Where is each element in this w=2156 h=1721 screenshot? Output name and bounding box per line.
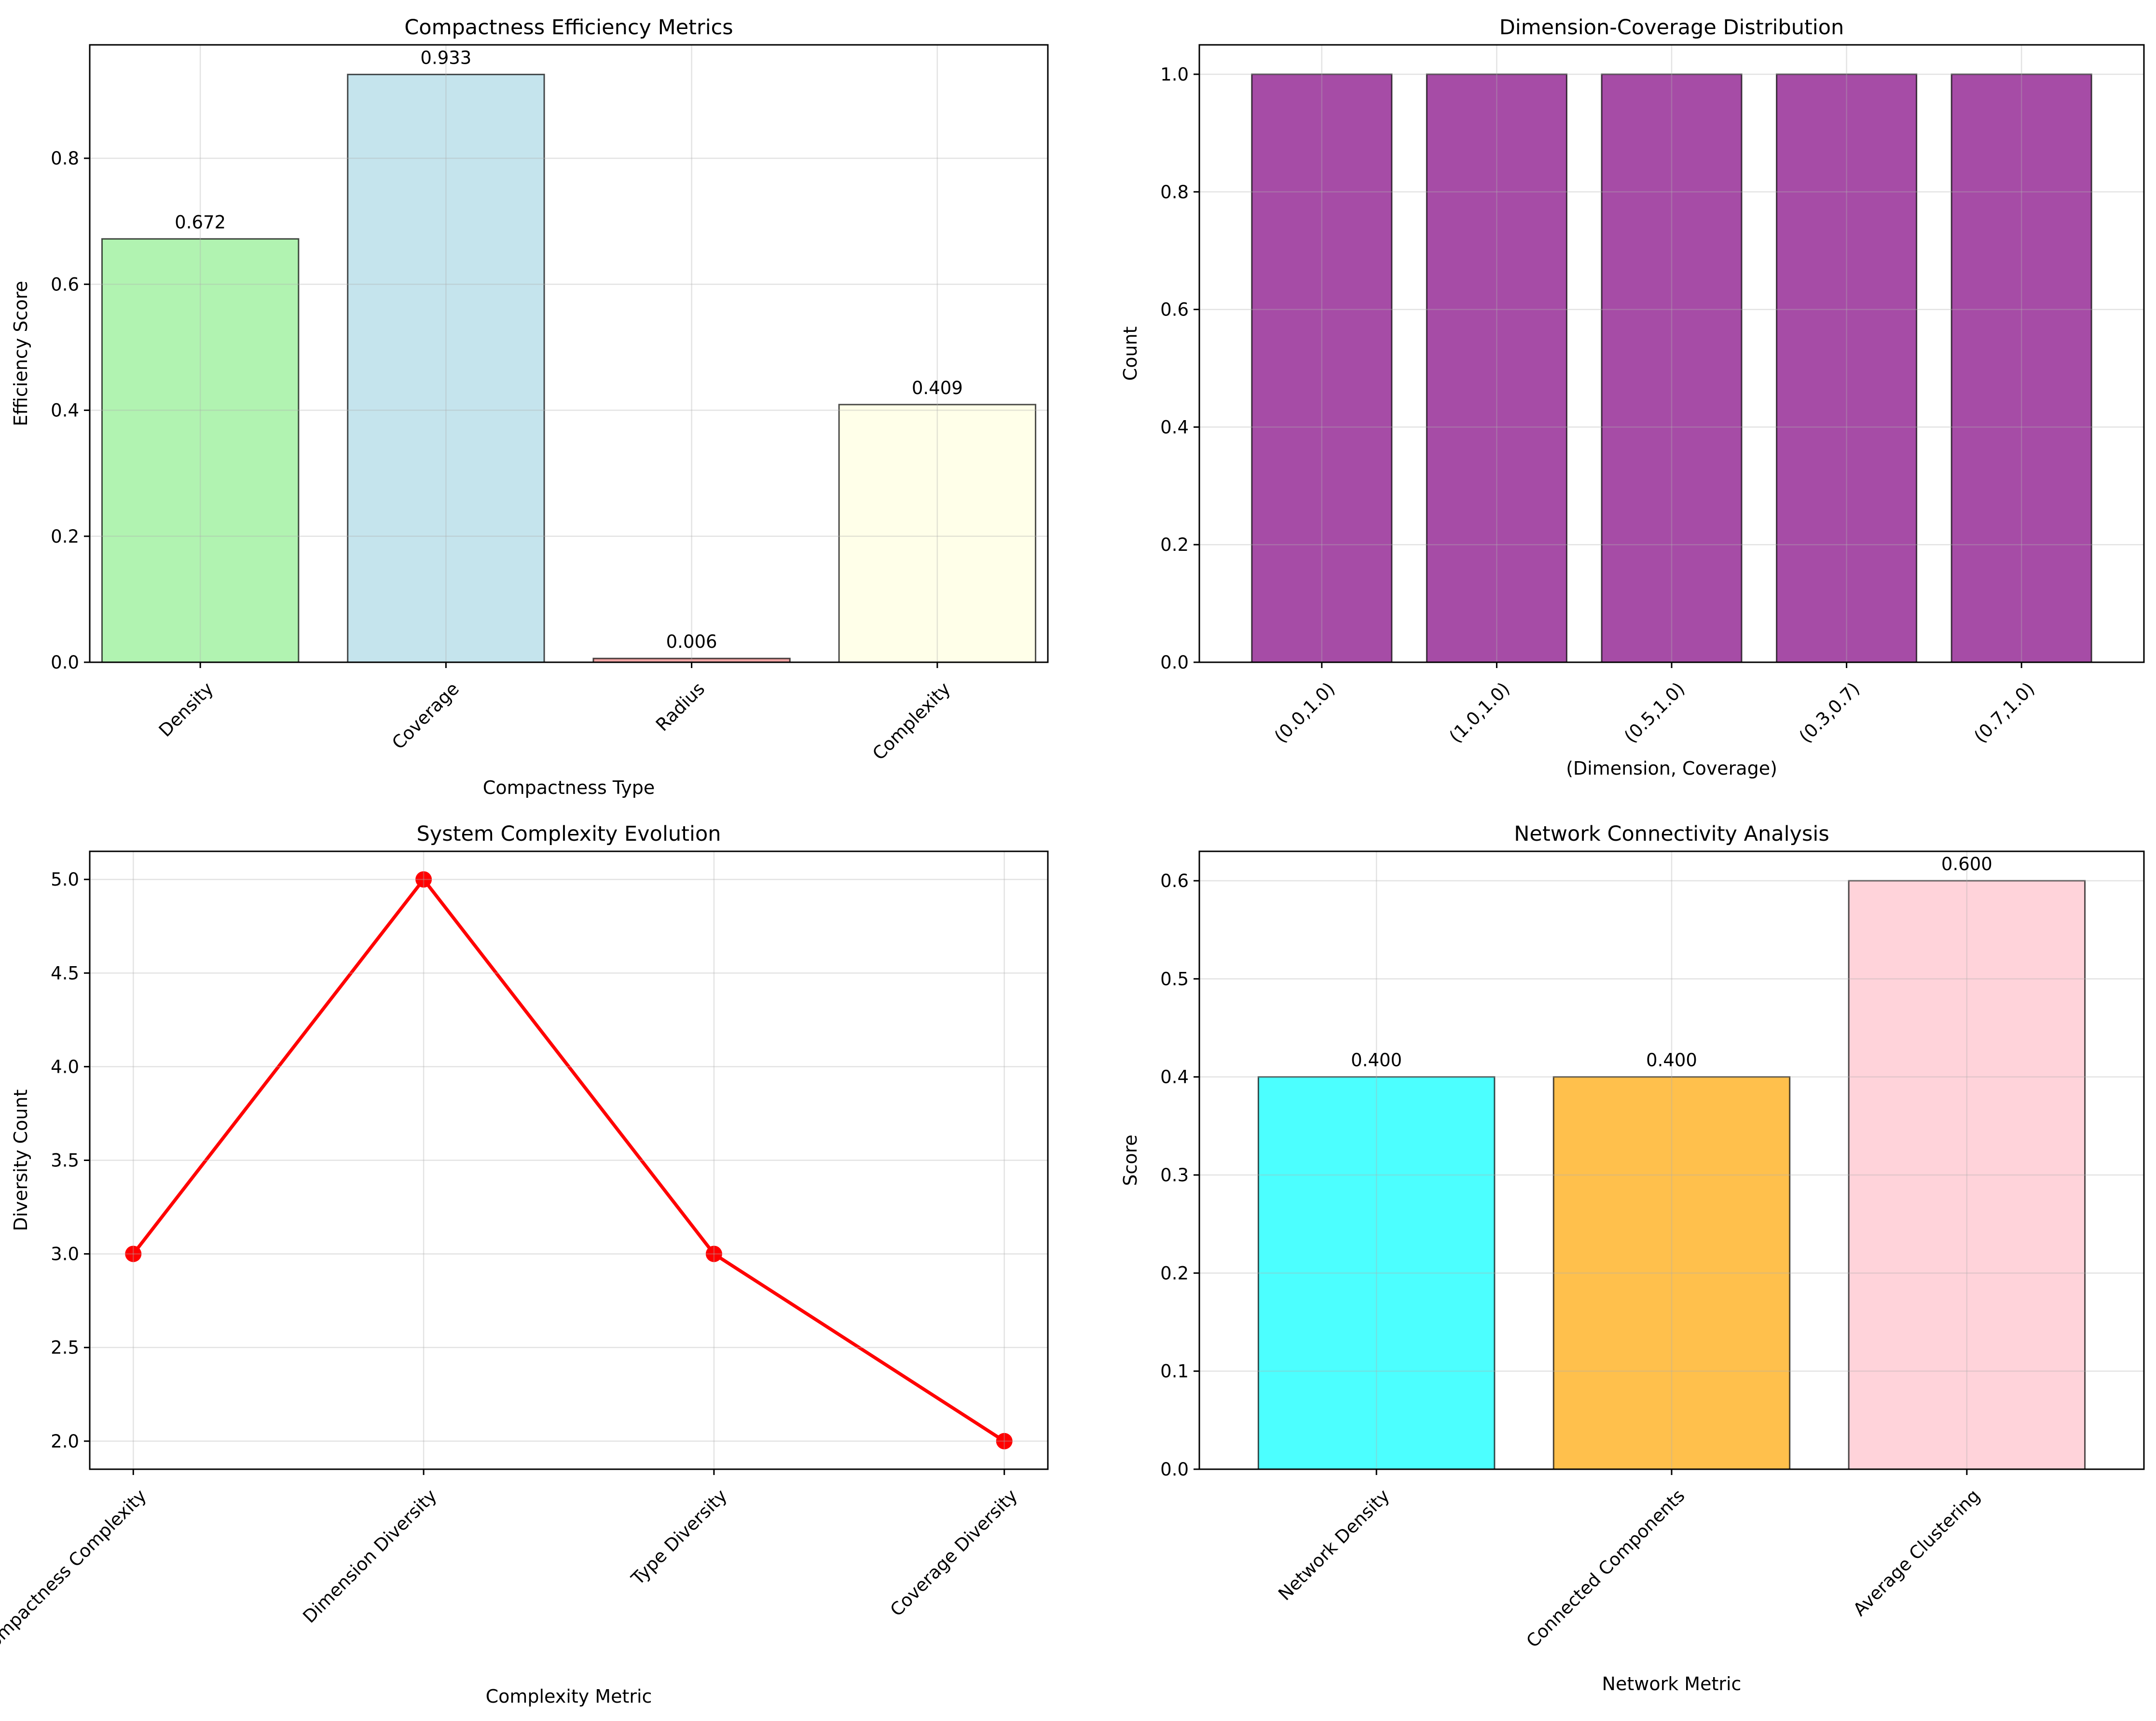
dimension-coverage-bar-5 xyxy=(1950,73,2092,663)
network-ytick-label: 0.4 xyxy=(1160,1067,1189,1088)
compactness-xtick-label: Radius xyxy=(652,678,709,735)
complexity-xtick-label: Coverage Diversity xyxy=(886,1485,1021,1620)
compactness-xtick-label: Coverage xyxy=(388,678,463,753)
complexity-ytick-label: 5.0 xyxy=(51,869,79,890)
network-chart-title: Network Connectivity Analysis xyxy=(1514,822,1829,846)
compactness-ytick-label: 0.0 xyxy=(51,652,79,673)
network-bar-2 xyxy=(1552,1076,1791,1470)
compactness-xtick-label: Density xyxy=(155,678,218,741)
compactness-ytick-label: 0.6 xyxy=(51,274,79,295)
compactness-y-axis-label: Efficiency Score xyxy=(10,281,31,426)
dimension-coverage-xtick-label: (1.0,1.0) xyxy=(1445,678,1514,747)
dimension-coverage-ytick-label: 0.8 xyxy=(1160,182,1189,203)
dimension-coverage-ytick-label: 1.0 xyxy=(1160,64,1189,85)
dimension-coverage-ytick-label: 0.6 xyxy=(1160,300,1189,320)
network-xtick-label: Connected Components xyxy=(1522,1485,1689,1652)
compactness-ytick-label: 0.8 xyxy=(51,148,79,169)
compactness-axes-frame xyxy=(89,44,1049,663)
complexity-ytick-label: 4.0 xyxy=(51,1056,79,1077)
compactness-data-label: 0.409 xyxy=(912,378,963,398)
complexity-ytick-label: 3.0 xyxy=(51,1244,79,1265)
compactness-ytick-label: 0.2 xyxy=(51,526,79,547)
dimension-coverage-xtick-label: (0.5,1.0) xyxy=(1620,678,1689,747)
compactness-data-label: 0.933 xyxy=(420,47,471,68)
complexity-ytick-label: 3.5 xyxy=(51,1150,79,1171)
network-x-axis-label: Network Metric xyxy=(1602,1673,1742,1694)
complexity-point-1 xyxy=(125,1245,142,1262)
dimension-coverage-ytick-label: 0.2 xyxy=(1160,534,1189,555)
network-data-label: 0.400 xyxy=(1351,1050,1402,1071)
complexity-point-3 xyxy=(705,1245,722,1262)
compactness-data-label: 0.006 xyxy=(666,631,717,652)
complexity-ytick-label: 2.5 xyxy=(51,1338,79,1358)
network-ytick-label: 0.5 xyxy=(1160,969,1189,989)
network-ytick-label: 0.3 xyxy=(1160,1165,1189,1186)
compactness-x-axis-label: Compactness Type xyxy=(483,777,655,798)
compactness-bar-2 xyxy=(347,73,545,663)
network-bar-1 xyxy=(1257,1076,1496,1470)
dimension-coverage-chart-title: Dimension-Coverage Distribution xyxy=(1499,15,1844,40)
complexity-series-line xyxy=(132,877,1005,1443)
complexity-x-axis-label: Complexity Metric xyxy=(486,1686,652,1707)
dimension-coverage-bar-3 xyxy=(1601,73,1743,663)
network-data-label: 0.600 xyxy=(1941,854,1992,874)
complexity-xtick-label: Compactness Complexity xyxy=(0,1485,151,1660)
dimension-coverage-bar-1 xyxy=(1251,73,1393,663)
compactness-data-label: 0.672 xyxy=(175,212,226,232)
complexity-point-2 xyxy=(415,871,432,888)
dimension-coverage-bar-2 xyxy=(1426,73,1567,663)
complexity-y-axis-label: Diversity Count xyxy=(10,1090,31,1231)
dimension-coverage-xtick-label: (0.3,0.7) xyxy=(1795,678,1864,747)
compactness-ytick-label: 0.4 xyxy=(51,400,79,421)
network-xtick-label: Network Density xyxy=(1274,1485,1393,1604)
network-bar-3 xyxy=(1848,880,2086,1470)
dimension-coverage-x-axis-label: (Dimension, Coverage) xyxy=(1566,758,1777,779)
dimension-coverage-xtick-label: (0.7,1.0) xyxy=(1970,678,2038,747)
dimension-coverage-y-axis-label: Count xyxy=(1120,327,1141,381)
dimension-coverage-xtick-label: (0.0,1.0) xyxy=(1270,678,1339,747)
dimension-coverage-ytick-label: 0.0 xyxy=(1160,652,1189,673)
complexity-xtick-label: Dimension Diversity xyxy=(299,1485,441,1627)
network-ytick-label: 0.0 xyxy=(1160,1459,1189,1480)
complexity-chart-title: System Complexity Evolution xyxy=(416,822,721,846)
network-ytick-label: 0.1 xyxy=(1160,1361,1189,1382)
complexity-ytick-label: 2.0 xyxy=(51,1431,79,1452)
compactness-chart-title: Compactness Efficiency Metrics xyxy=(404,15,733,40)
complexity-point-4 xyxy=(996,1433,1013,1449)
network-ytick-label: 0.6 xyxy=(1160,871,1189,891)
dimension-coverage-bar-4 xyxy=(1776,73,1918,663)
complexity-ytick-label: 4.5 xyxy=(51,963,79,983)
complexity-xtick-label: Type Diversity xyxy=(627,1485,731,1589)
network-ytick-label: 0.2 xyxy=(1160,1263,1189,1284)
dimension-coverage-ytick-label: 0.4 xyxy=(1160,417,1189,437)
compactness-bar-1 xyxy=(101,238,300,663)
network-xtick-label: Average Clustering xyxy=(1849,1485,1984,1620)
network-data-label: 0.400 xyxy=(1646,1050,1697,1071)
compactness-xtick-label: Complexity xyxy=(868,678,954,764)
network-y-axis-label: Score xyxy=(1120,1134,1141,1186)
